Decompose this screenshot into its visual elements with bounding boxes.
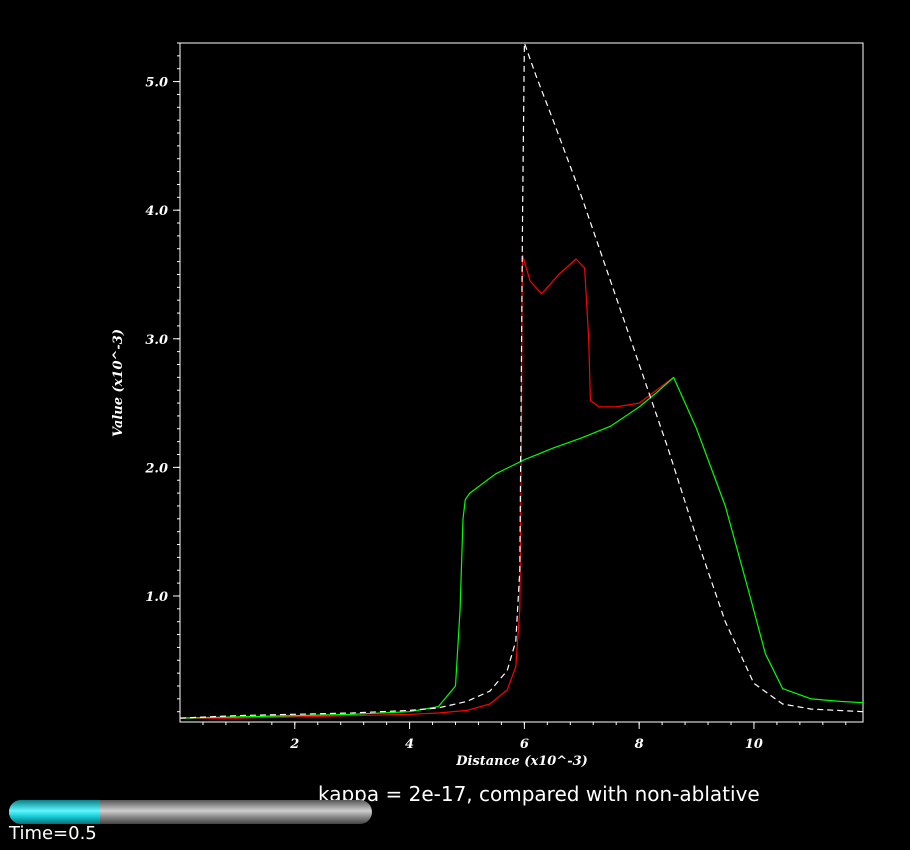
y-tick-label: 4.0 — [145, 204, 168, 219]
series-line-3 — [179, 42, 864, 719]
time-label: Time=0.5 — [9, 823, 97, 844]
y-tick-label: 2.0 — [144, 461, 168, 476]
series-line-2 — [179, 376, 864, 719]
time-progress-fill — [9, 800, 100, 824]
x-tick-label: 6 — [520, 737, 529, 752]
x-tick-label: 4 — [405, 737, 414, 752]
x-tick-label: 10 — [745, 737, 763, 752]
y-tick-label: 1.0 — [145, 590, 168, 605]
y-tick-label: 5.0 — [145, 76, 168, 91]
time-progress-bar — [9, 800, 372, 824]
chart-axes: 1.0 2.0 3.0 4.0 5.0 2 4 6 8 10 — [144, 42, 864, 752]
plot-frame — [179, 42, 864, 723]
series-line-1 — [180, 254, 674, 719]
chart-series — [179, 42, 864, 719]
y-axis-title: Value (x10^-3) — [111, 329, 126, 437]
plot-caption: kappa = 2e-17, compared with non-ablativ… — [318, 782, 760, 806]
x-axis-title: Distance (x10^-3) — [455, 754, 588, 769]
x-tick-label: 8 — [635, 737, 644, 752]
x-tick-label: 2 — [289, 737, 299, 752]
y-tick-label: 3.0 — [145, 333, 168, 348]
